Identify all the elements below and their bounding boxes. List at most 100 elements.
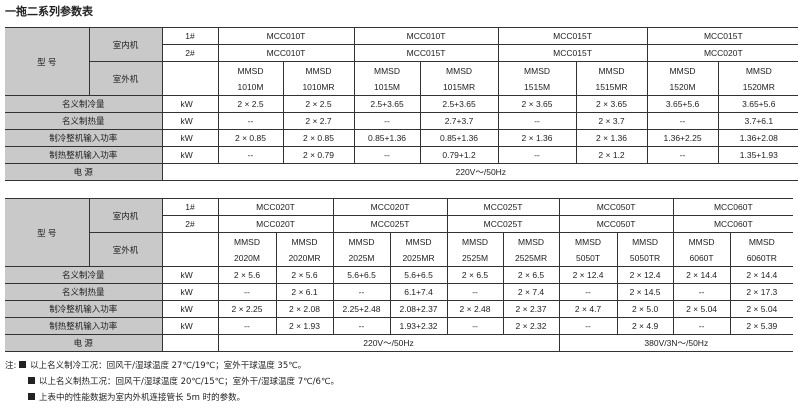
model-series: MMSD: [374, 65, 400, 76]
row-label: 制冷整机输入功率: [5, 300, 163, 318]
value-cell: --: [558, 283, 618, 301]
value-cell: 1.36+2.25: [646, 129, 719, 147]
model-series: MMSD: [669, 65, 696, 76]
value-cell: 2 × 2.37: [502, 300, 560, 318]
indoor1-model: MCC010T: [353, 27, 499, 45]
table-row: 名义制冷量 kW 2 × 2.5 2 × 2.5 2.5+3.65 2.5+3.65 2 ×…: [5, 95, 798, 113]
value-cell: --: [646, 112, 719, 130]
row-label: 名义制热量: [5, 112, 163, 130]
value-cell: 2 × 4.9: [616, 317, 674, 335]
value-cell: 2 × 5.6: [217, 266, 277, 284]
outdoor-model: MMSD 2525MR: [502, 232, 560, 267]
indoor-label: 室内机: [88, 27, 163, 62]
table-row: 名义制热量 kW -- 2 × 6.1 -- 6.1+7.4 -- 2 × 7.4 -- 2 × …: [5, 283, 794, 301]
model-code: 5050TR: [629, 252, 661, 263]
outdoor-model: MMSD 5050T: [558, 232, 618, 267]
model-code: 1520M: [669, 81, 696, 92]
model-series: MMSD: [462, 236, 489, 247]
outdoor-model: MMSD 2020M: [217, 232, 277, 267]
model-series: MMSD: [688, 236, 715, 247]
value-cell: 0.79+1.2: [419, 146, 499, 164]
power-value: 380V/3N～/50Hz: [558, 334, 794, 352]
model-code: 2020MR: [288, 252, 321, 263]
outdoor-model: MMSD 2025M: [332, 232, 391, 267]
notes-prefix: 注:: [5, 361, 17, 371]
bullet-square-icon: [19, 361, 27, 368]
unit2-label: 2#: [162, 44, 219, 62]
value-cell: --: [672, 317, 731, 335]
value-cell: 2 × 0.85: [282, 129, 355, 147]
outdoor-model: MMSD 1010MR: [282, 61, 355, 96]
value-cell: 2 × 2.08: [275, 300, 334, 318]
note-item: 以上名义制热工况：回风干/湿球温度 20℃/15℃；室外干/湿球温度 7℃/6℃…: [5, 374, 339, 390]
value-cell: 2 × 2.32: [502, 317, 560, 335]
indoor1-model: MCC050T: [558, 198, 674, 216]
outdoor-model: MMSD 2525M: [446, 232, 504, 267]
value-cell: --: [446, 283, 504, 301]
value-cell: --: [353, 146, 421, 164]
unit1-label: 1#: [161, 27, 219, 45]
indoor2-model: MCC050T: [558, 215, 674, 233]
indoor1-model: MCC060T: [672, 198, 794, 216]
value-cell: 3.65+5.6: [717, 95, 798, 113]
model-code: 2020M: [234, 252, 260, 263]
model-series: MMSD: [234, 236, 260, 247]
value-cell: 2.5+3.65: [419, 95, 499, 113]
notes: 注: 以上名义制冷工况：回风干/湿球温度 27℃/19℃；室外干球温度 35℃。…: [5, 358, 339, 406]
blank-cell: [161, 232, 219, 267]
note-text: 上表中的性能数据为室内外机连接管长 5m 时的参数。: [39, 393, 246, 403]
indoor1-model: MCC015T: [497, 27, 648, 45]
model-series: MMSD: [598, 65, 625, 76]
value-cell: 2 × 12.4: [558, 266, 618, 284]
value-cell: 0.85+1.36: [419, 129, 499, 147]
value-cell: 2 × 3.65: [575, 95, 648, 113]
value-cell: 2.08+2.37: [389, 300, 448, 318]
value-cell: 2.5+3.65: [353, 95, 421, 113]
outdoor-model: MMSD 2025MR: [389, 232, 448, 267]
indoor2-model: MCC015T: [353, 44, 499, 62]
value-cell: 2 × 3.7: [575, 112, 648, 130]
page-title: 一拖二系列参数表: [5, 5, 93, 18]
value-cell: 3.7+6.1: [717, 112, 798, 130]
table-row: 名义制热量 kW -- 2 × 2.7 -- 2.7+3.7 -- 2 × 3.7 -- 3.7+…: [5, 112, 798, 130]
model-series: MMSD: [575, 236, 602, 247]
outdoor-model: MMSD 1520M: [646, 61, 719, 96]
unit-cell: kW: [161, 317, 219, 335]
outdoor-model: MMSD 1015M: [353, 61, 421, 96]
indoor1-model: MCC020T: [217, 198, 334, 216]
indoor2-model: MCC010T: [217, 44, 355, 62]
model-label: 型 号: [5, 27, 90, 96]
value-cell: 2 × 2.5: [217, 95, 284, 113]
unit-cell: kW: [161, 95, 219, 113]
value-cell: --: [497, 146, 577, 164]
value-cell: --: [217, 317, 277, 335]
model-series: MMSD: [305, 65, 332, 76]
table-row: 制冷整机输入功率 kW 2 × 2.25 2 × 2.08 2.25+2.48 2.08+…: [5, 300, 794, 318]
indoor2-model: MCC025T: [446, 215, 560, 233]
blank-cell: [161, 334, 219, 352]
model-code: 2525M: [462, 252, 489, 263]
model-code: 1515M: [524, 81, 551, 92]
model-code: 5050T: [575, 252, 601, 263]
table-row: 制冷整机输入功率 kW 2 × 0.85 2 × 0.85 0.85+1.36 0.85+…: [5, 129, 798, 147]
value-cell: 2 × 1.36: [497, 129, 577, 147]
indoor1-model: MCC015T: [646, 27, 798, 45]
value-cell: 2 × 6.5: [502, 266, 560, 284]
model-code: 2025MR: [402, 252, 435, 263]
model-series: MMSD: [518, 236, 545, 247]
indoor1-model: MCC010T: [217, 27, 355, 45]
value-cell: --: [497, 112, 577, 130]
value-cell: 3.65+5.6: [646, 95, 719, 113]
outdoor-model: MMSD 1515M: [497, 61, 577, 96]
table-row: 制热整机输入功率 kW -- 2 × 0.79 -- 0.79+1.2 -- 2 × 1.2-…: [5, 146, 798, 164]
value-cell: 2 × 1.2: [575, 146, 648, 164]
model-code: 1515MR: [595, 81, 628, 92]
unit-cell: kW: [161, 266, 219, 284]
note-text: 以上名义制冷工况：回风干/湿球温度 27℃/19℃；室外干球温度 35℃。: [30, 361, 307, 371]
value-cell: --: [672, 283, 731, 301]
value-cell: 2 × 5.0: [616, 300, 674, 318]
model-code: 1010MR: [302, 81, 335, 92]
model-code: 1010M: [237, 81, 264, 92]
bullet-square-icon: [28, 377, 35, 384]
value-cell: 1.35+1.93: [717, 146, 798, 164]
